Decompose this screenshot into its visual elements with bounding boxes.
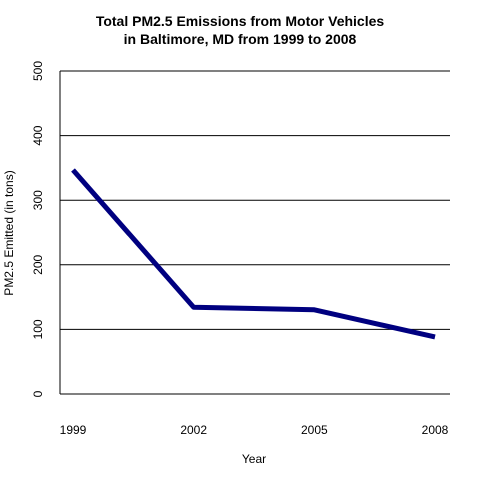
x-tick-label-2005: 2005 [301,423,328,437]
y-tick-label-400: 400 [31,125,45,145]
y-tick-label-300: 300 [31,190,45,210]
x-tick-label-1999: 1999 [60,423,87,437]
gridlines [60,70,450,330]
axes [59,71,450,395]
y-tick-label-0: 0 [31,390,45,397]
y-tick-label-100: 100 [31,319,45,339]
x-axis-label: Year [242,452,266,466]
series-line [71,168,436,340]
y-axis-label: PM2.5 Emitted (in tons) [2,170,16,295]
y-tick-label-500: 500 [31,61,45,81]
x-tick-label-2008: 2008 [422,423,449,437]
chart-title-line-2: in Baltimore, MD from 1999 to 2008 [123,31,357,47]
series [71,168,436,340]
tick-labels: 0 100 200 300 400 500 1999 2002 2005 2008 [31,61,449,437]
chart-title-line-1: Total PM2.5 Emissions from Motor Vehicle… [95,13,385,29]
y-tick-label-200: 200 [31,254,45,274]
x-tick-label-2002: 2002 [180,423,207,437]
